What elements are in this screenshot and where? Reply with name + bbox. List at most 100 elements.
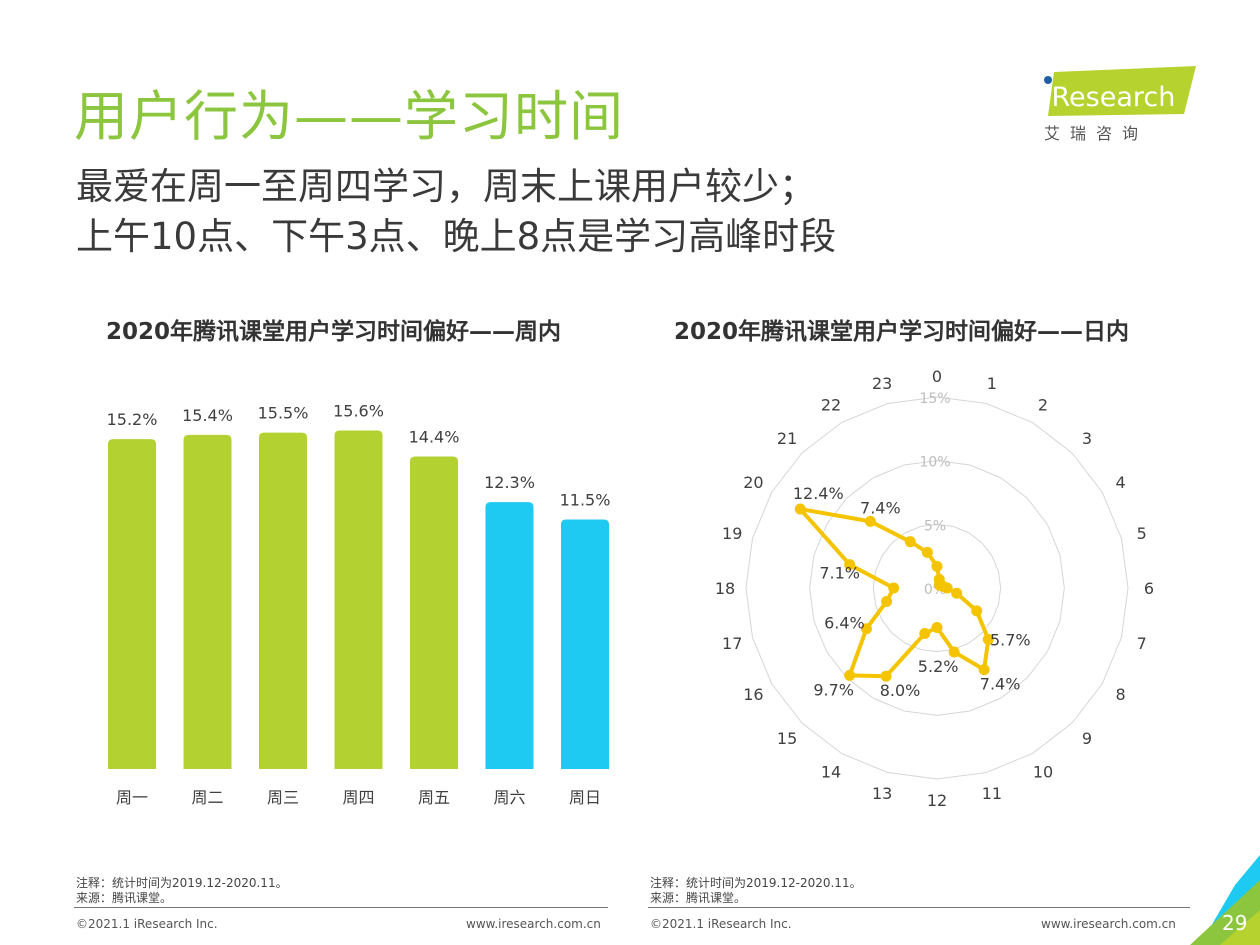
data-point bbox=[931, 621, 943, 633]
hour-label: 11 bbox=[982, 784, 1002, 803]
bar-data-label: 15.6% bbox=[333, 401, 384, 420]
radial-tick-label: 10% bbox=[919, 455, 950, 471]
data-point bbox=[919, 628, 931, 640]
point-data-label: 7.1% bbox=[819, 564, 860, 583]
bar bbox=[259, 432, 307, 769]
website-left: www.iresearch.com.cn bbox=[466, 917, 601, 931]
hourly-radar-chart: 0%5%10%15%0 12345678910111213141516171819… bbox=[715, 367, 1154, 810]
data-point bbox=[948, 646, 960, 658]
data-point bbox=[951, 587, 963, 599]
hour-label: 19 bbox=[722, 524, 742, 543]
data-point bbox=[921, 546, 933, 558]
category-label: 周一 bbox=[116, 788, 148, 807]
bar-data-label: 15.4% bbox=[182, 406, 233, 425]
bar-data-label: 14.4% bbox=[409, 428, 460, 447]
category-label: 周六 bbox=[493, 788, 525, 807]
hour-label: 14 bbox=[821, 763, 841, 782]
hour-label: 16 bbox=[743, 685, 763, 704]
bar-data-label: 11.5% bbox=[560, 490, 611, 509]
copyright-right: ©2021.1 iResearch Inc. bbox=[650, 917, 792, 931]
svg-text:iResearch: iResearch bbox=[1044, 82, 1175, 113]
point-data-label: 7.4% bbox=[980, 675, 1021, 694]
bar bbox=[108, 439, 156, 769]
bar-data-label: 15.2% bbox=[107, 410, 158, 429]
hour-label: 4 bbox=[1116, 473, 1126, 492]
radial-gridline bbox=[809, 460, 1065, 716]
copyright-left: ©2021.1 iResearch Inc. bbox=[76, 917, 218, 931]
category-label: 周二 bbox=[191, 788, 223, 807]
note-text: 注释：统计时间为2019.12-2020.11。 bbox=[650, 876, 862, 890]
point-data-label: 12.4% bbox=[793, 484, 844, 503]
bar-chart-title: 2020年腾讯课堂用户学习时间偏好——周内 bbox=[106, 319, 562, 345]
hour-label: 15 bbox=[777, 729, 797, 748]
point-data-label: 7.4% bbox=[860, 498, 901, 517]
point-data-label: 6.4% bbox=[824, 614, 865, 633]
note-right: 注释：统计时间为2019.12-2020.11。 来源：腾讯课堂。 bbox=[650, 876, 862, 906]
hour-label: 7 bbox=[1137, 634, 1147, 653]
hour-label: 0 bbox=[932, 367, 942, 386]
radar-chart-title: 2020年腾讯课堂用户学习时间偏好——日内 bbox=[674, 319, 1130, 345]
data-point bbox=[864, 515, 876, 527]
divider bbox=[74, 907, 608, 908]
weekday-bar-chart: 15.2% 周一 15.4% 周二 15.5% 周三 15.6% 周四 14.4% 周五 12.3%… bbox=[107, 401, 611, 807]
data-point bbox=[880, 670, 892, 682]
bar-data-label: 15.5% bbox=[258, 404, 309, 423]
data-point bbox=[904, 536, 916, 548]
website-right: www.iresearch.com.cn bbox=[1041, 917, 1176, 931]
hour-label: 22 bbox=[821, 395, 841, 414]
hour-label: 10 bbox=[1033, 763, 1053, 782]
data-point bbox=[978, 664, 990, 676]
point-data-label: 5.2% bbox=[918, 657, 959, 676]
hour-label: 23 bbox=[872, 374, 892, 393]
category-label: 周三 bbox=[267, 788, 299, 807]
svg-text:艾瑞咨询: 艾瑞咨询 bbox=[1044, 124, 1148, 143]
data-point bbox=[982, 633, 994, 645]
data-point bbox=[881, 596, 893, 608]
bar bbox=[485, 502, 534, 769]
hour-label: 13 bbox=[872, 784, 892, 803]
category-label: 周五 bbox=[418, 788, 450, 807]
hour-label: 17 bbox=[722, 634, 742, 653]
bar bbox=[561, 519, 609, 769]
hour-label: 8 bbox=[1116, 685, 1126, 704]
hour-label: 2 bbox=[1038, 395, 1048, 414]
hour-label: 12 bbox=[927, 791, 947, 810]
bar-data-label: 12.3% bbox=[484, 473, 535, 492]
data-point bbox=[844, 559, 856, 571]
category-label: 周日 bbox=[569, 788, 601, 807]
hour-label: 6 bbox=[1144, 579, 1154, 598]
data-point bbox=[794, 503, 806, 515]
hour-label: 3 bbox=[1082, 429, 1092, 448]
radial-tick-label: 15% bbox=[919, 391, 950, 407]
radial-gridline bbox=[745, 396, 1129, 780]
corner-decoration bbox=[1190, 855, 1260, 945]
radial-gridline bbox=[872, 523, 1002, 653]
iresearch-logo: iResearch 艾瑞咨询 bbox=[1040, 66, 1200, 146]
point-data-label: 9.7% bbox=[813, 680, 854, 699]
data-point bbox=[941, 582, 953, 594]
point-data-label: 5.7% bbox=[990, 630, 1031, 649]
data-point bbox=[971, 605, 983, 617]
bar bbox=[334, 430, 383, 769]
bar bbox=[183, 434, 232, 769]
divider bbox=[648, 907, 1190, 908]
hour-label: 5 bbox=[1137, 524, 1147, 543]
bar bbox=[410, 456, 458, 769]
subtitle-line-2: 上午10点、下午3点、晚上8点是学习高峰时段 bbox=[76, 215, 837, 258]
source-text: 来源：腾讯课堂。 bbox=[650, 891, 747, 905]
category-label: 周四 bbox=[342, 788, 374, 807]
point-data-label: 8.0% bbox=[880, 681, 921, 700]
subtitle-line-1: 最爱在周一至周四学习，周末上课用户较少； bbox=[76, 165, 816, 208]
data-point bbox=[931, 560, 943, 572]
note-left: 注释：统计时间为2019.12-2020.11。 来源：腾讯课堂。 bbox=[76, 876, 288, 906]
data-point bbox=[860, 623, 872, 635]
page-number: 29 bbox=[1222, 911, 1248, 935]
radial-tick-label: 5% bbox=[924, 518, 946, 534]
hour-label: 1 bbox=[987, 374, 997, 393]
slide-title: 用户行为——学习时间 bbox=[74, 85, 624, 148]
source-text: 来源：腾讯课堂。 bbox=[76, 891, 173, 905]
note-text: 注释：统计时间为2019.12-2020.11。 bbox=[76, 876, 288, 890]
hour-label: 21 bbox=[777, 429, 797, 448]
hour-label: 9 bbox=[1082, 729, 1092, 748]
